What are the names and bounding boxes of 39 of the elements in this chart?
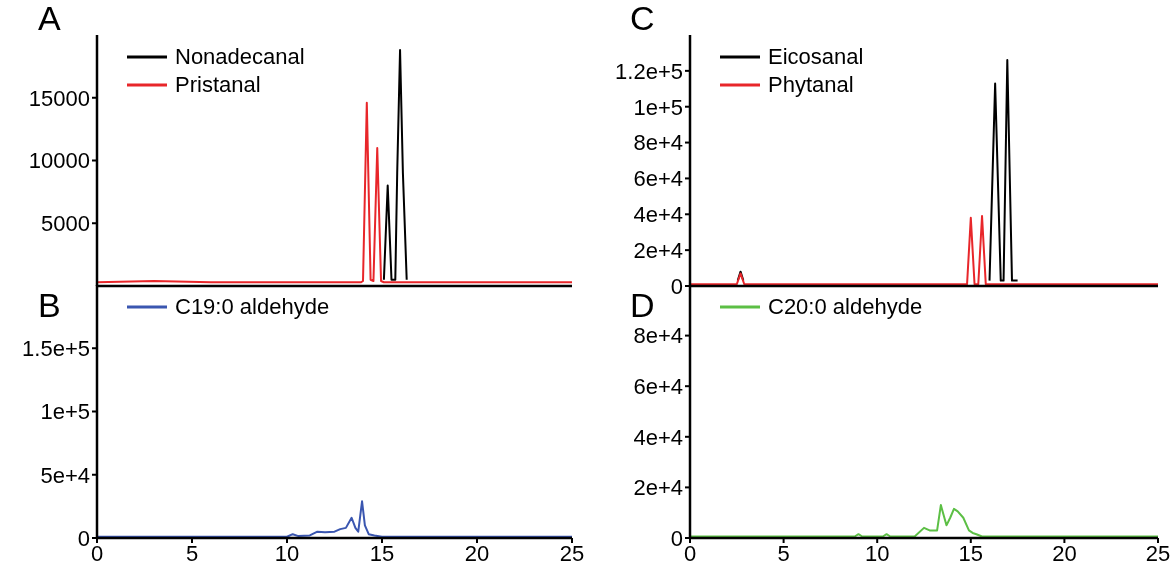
x-tick-label: 5 [185,540,199,566]
y-tick-label: 1e+5 [40,399,90,425]
x-tick-label: 5 [777,540,790,566]
y-tick-label: 5000 [41,211,90,237]
y-tick-label: 2e+4 [633,237,683,263]
y-tick-label: 0 [670,273,683,299]
y-tick-label: 4e+4 [633,424,683,450]
chart-title: A [38,0,61,37]
legend-label: Eicosanal [768,43,864,71]
x-tick-label: 10 [864,540,890,566]
y-tick-label: 4e+4 [633,202,683,228]
x-tick-label: 20 [464,540,490,566]
y-tick-label: 1.5e+5 [22,336,90,362]
y-tick-label: 15000 [28,85,90,111]
x-tick-label: 25 [559,540,585,566]
y-tick-label: 8e+4 [633,323,683,349]
legend-label: Pristanal [175,71,261,99]
legend-label: C20:0 aldehyde [768,293,923,321]
y-tick-label: 10000 [28,148,90,174]
chart-title: D [630,286,655,324]
line-series [97,101,572,284]
x-tick-label: 10 [274,540,300,566]
y-tick-label: 8e+4 [633,130,683,156]
chart-title: B [38,286,61,324]
x-tick-label: 15 [958,540,984,566]
y-tick-label: 6e+4 [633,166,683,192]
y-tick-label: 2e+4 [633,475,683,501]
line-series [382,49,408,281]
y-tick-label: 1e+5 [633,94,683,120]
x-tick-label: 20 [1052,540,1077,566]
chart-title: C [630,0,655,37]
y-tick-label: 5e+4 [40,462,90,488]
x-tick-label: 25 [1145,540,1171,566]
x-tick-label: 15 [369,540,395,566]
y-tick-label: 1.2e+5 [615,58,683,84]
legend-label: Phytanal [768,71,854,99]
legend-label: Nonadecanal [175,43,305,71]
y-tick-label: 6e+4 [633,374,683,400]
legend-label: C19:0 aldehyde [175,293,330,321]
